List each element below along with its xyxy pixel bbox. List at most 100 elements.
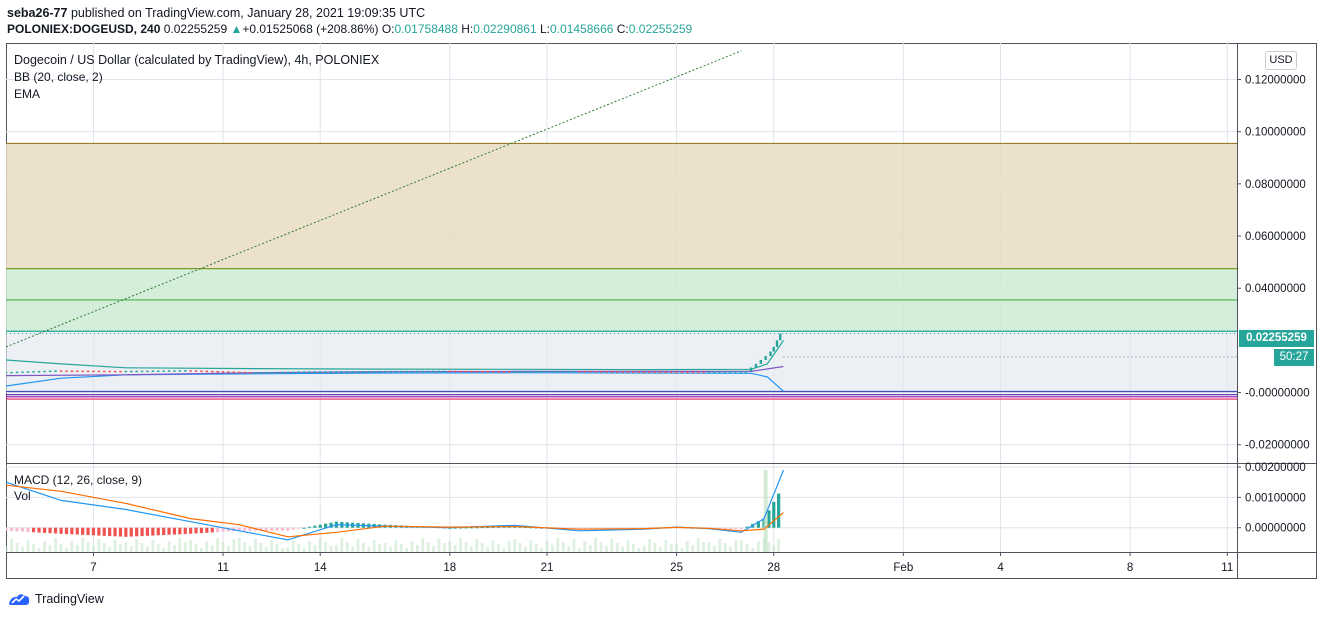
price-candle (551, 371, 554, 373)
chart-area[interactable]: 0.12000000 0.10000000 0.08000000 0.06000000… (4, 43, 1317, 579)
price-candle (739, 371, 742, 373)
price-candle (534, 371, 538, 373)
macd-legend[interactable]: MACD (12, 26, close, 9) (14, 473, 143, 487)
volume-bar (243, 542, 247, 552)
volume-bar (200, 548, 203, 552)
macd-hist-bar (297, 527, 301, 529)
last-price-tag: 0.02255259 (1239, 330, 1314, 347)
volume-bar (480, 543, 484, 552)
volume-bar (167, 541, 171, 552)
macd-hist-bar (97, 527, 101, 536)
volume-bar (313, 545, 317, 552)
macd-hist-bar (491, 526, 495, 528)
macd-hist-bar (604, 527, 608, 529)
volume-bar (491, 540, 495, 552)
macd-hist-bar (615, 527, 619, 529)
macd-hist-bar (102, 527, 106, 536)
price-candle (772, 346, 775, 352)
volume-bar (432, 546, 436, 552)
macd-hist-bar (118, 527, 123, 537)
price-candle (59, 370, 63, 372)
volume-bar (529, 540, 533, 552)
macd-hist-bar (37, 527, 41, 533)
price-candle (184, 370, 187, 372)
price-candle (713, 371, 716, 374)
price-candle (146, 370, 149, 373)
currency-button[interactable]: USD (1265, 51, 1297, 70)
chart-svg[interactable]: 0.12000000 0.10000000 0.08000000 0.06000000… (4, 43, 1317, 579)
price-candle (211, 370, 214, 373)
macd-hist-bar (512, 526, 517, 528)
macd-hist-bar (70, 527, 74, 535)
price-candle (464, 370, 468, 373)
price-candle (86, 370, 90, 373)
footer-brand[interactable]: TradingView (7, 591, 104, 607)
price-candle (313, 371, 317, 373)
bb-legend[interactable]: BB (20, close, 2) (14, 70, 103, 84)
price-candle (221, 371, 225, 373)
price-candle (416, 370, 419, 373)
macd-hist-bar (723, 527, 727, 529)
volume-bar (394, 540, 398, 552)
price-candle (130, 370, 133, 373)
macd-hist-bar (145, 527, 150, 536)
macd-hist-bar (318, 524, 322, 528)
volume-bar (86, 542, 90, 552)
price-candle (754, 363, 758, 368)
price-candle (367, 370, 371, 373)
macd-hist-bar (734, 527, 738, 530)
volume-bar (81, 538, 85, 552)
price-tick-label: 0.08000000 (1245, 179, 1306, 191)
price-candle (507, 371, 511, 373)
macd-hist-bar (243, 527, 247, 531)
ema-legend[interactable]: EMA (14, 87, 41, 101)
macd-hist-bar (577, 527, 581, 530)
price-candle (81, 370, 84, 373)
brand-name: TradingView (35, 592, 104, 606)
volume-bar (194, 544, 198, 552)
volume-bar (567, 546, 570, 552)
time-tick-label: 18 (443, 562, 456, 574)
volume-bar (453, 545, 457, 552)
author-name[interactable]: seba26-77 (7, 6, 68, 20)
time-tick-label: 4 (997, 562, 1004, 574)
macd-hist-bar (480, 527, 484, 529)
volume-bar (556, 538, 560, 552)
vol-legend[interactable]: Vol (14, 489, 31, 503)
macd-hist-bar (307, 526, 312, 528)
macd-hist-bar (469, 527, 474, 529)
macd-hist-bar (286, 527, 290, 531)
price-candle (346, 371, 349, 373)
publish-text: published on TradingView.com, January 28… (67, 6, 426, 20)
volume-bar (32, 544, 35, 552)
volume-bar (712, 546, 716, 552)
price-candle (302, 371, 306, 373)
volume-bar (642, 546, 646, 552)
price-candle (351, 371, 354, 373)
price-candle (621, 371, 624, 373)
price-candle (48, 370, 52, 373)
volume-bar (264, 547, 268, 552)
price-candle (769, 351, 772, 357)
volume-bar (437, 539, 441, 552)
volume-bar (751, 548, 755, 552)
price-candle (728, 371, 732, 373)
price-candle (232, 371, 236, 374)
price-candle (319, 371, 322, 373)
price-candle (702, 371, 705, 374)
macd-hist-bar (739, 527, 743, 530)
macd-hist-bar (205, 527, 209, 533)
price-candle (540, 371, 543, 373)
change-arrow-icon: ▲ (230, 22, 243, 36)
price-candle (779, 333, 782, 341)
volume-bar (124, 542, 128, 552)
macd-hist-bar (329, 522, 333, 528)
volume-bar (637, 548, 641, 552)
volume-bar (502, 548, 506, 552)
macd-hist-bar (210, 527, 214, 533)
volume-bar (140, 543, 144, 552)
price-candle (216, 371, 219, 373)
volume-bar (275, 544, 279, 552)
macd-tick-label: 0.00100000 (1245, 492, 1306, 504)
macd-hist-bar (291, 527, 295, 530)
